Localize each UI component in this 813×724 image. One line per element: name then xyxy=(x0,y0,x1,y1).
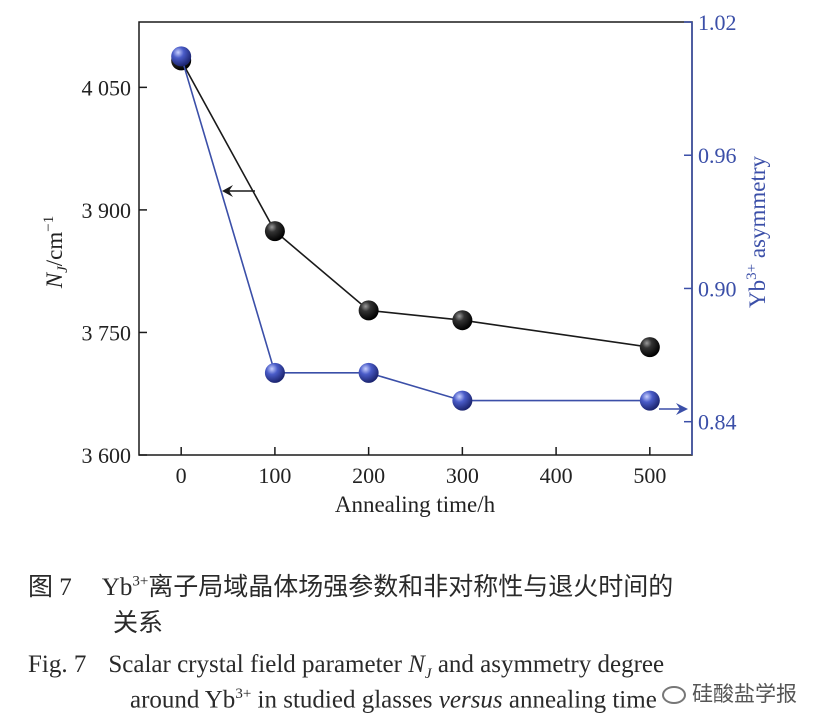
x-tick-label: 500 xyxy=(633,463,666,488)
right-tick-label: 0.90 xyxy=(698,276,737,301)
x-axis-label: Annealing time/h xyxy=(335,492,496,517)
watermark-text: 硅酸盐学报 xyxy=(692,682,797,706)
left-tick-label: 3 600 xyxy=(82,443,132,468)
asymmetry-data-point xyxy=(264,362,285,383)
caption-en-line2: around Yb3+ in studied glasses versus an… xyxy=(130,686,657,714)
caption-cn-line1: 图 7 Yb3+离子局域晶体场强参数和非对称性与退火时间的 xyxy=(28,567,673,603)
caption-en-nj-sub: J xyxy=(424,666,432,682)
chart: 0 100 200 300 400 500 3 600 3 750 3 900 4 050 0.… xyxy=(41,10,770,517)
series-group xyxy=(171,46,660,411)
caption-en-versus: versus xyxy=(438,686,503,714)
x-tick-label: 300 xyxy=(446,463,479,488)
plot-frame xyxy=(138,21,693,456)
caption-en-text-c: around Yb xyxy=(130,686,236,714)
nj-data-point xyxy=(452,310,473,331)
x-tick-label: 400 xyxy=(540,463,573,488)
left-tick-label: 3 900 xyxy=(82,198,132,223)
right-pointing-arrow xyxy=(659,403,688,415)
asymmetry-data-point xyxy=(639,390,660,411)
right-axis-ticks: 0.84 0.90 0.96 1.02 xyxy=(684,10,737,435)
caption-cn-text: 离子局域晶体场强参数和非对称性与退火时间的 xyxy=(148,574,674,601)
caption-en-text-a: Scalar crystal field parameter xyxy=(108,651,409,678)
caption-en-label: Fig. 7 xyxy=(28,651,87,678)
caption-cn-sup: 3+ xyxy=(132,573,149,590)
caption-en-text-e: annealing time xyxy=(502,686,657,714)
nj-data-point xyxy=(639,337,660,358)
x-tick-label: 0 xyxy=(176,463,187,488)
caption-en-text-d: in studied glasses xyxy=(251,686,439,714)
x-tick-label: 200 xyxy=(352,463,385,488)
right-tick-label: 0.96 xyxy=(698,143,737,168)
left-axis-ticks: 3 600 3 750 3 900 4 050 xyxy=(82,75,147,468)
caption-en-text-b: and asymmetry degree xyxy=(431,651,665,678)
x-axis-ticks: 0 100 200 300 400 500 xyxy=(176,447,666,488)
watermark: 硅酸盐学报 xyxy=(658,678,801,708)
nj-data-point xyxy=(264,221,285,242)
right-tick-label: 0.84 xyxy=(698,410,737,435)
left-pointing-arrow xyxy=(222,185,255,197)
caption-cn-text-2: 关系 xyxy=(113,610,164,637)
caption-en-line1: Fig. 7 Scalar crystal field parameter NJ … xyxy=(28,651,664,683)
asymmetry-data-point xyxy=(358,362,379,383)
right-axis-label: Yb3+ asymmetry xyxy=(744,155,770,308)
asymmetry-series-line xyxy=(180,56,650,402)
nj-series-line xyxy=(180,60,650,348)
nj-data-point xyxy=(358,300,379,321)
right-tick-label: 1.02 xyxy=(698,10,737,35)
left-tick-label: 3 750 xyxy=(82,320,132,345)
x-tick-label: 100 xyxy=(258,463,291,488)
asymmetry-data-point xyxy=(171,46,192,67)
caption-cn-label: 图 7 xyxy=(28,574,72,601)
caption-en-sup: 3+ xyxy=(235,686,252,702)
wechat-icon xyxy=(662,686,686,704)
left-axis-label: NJ/cm−1 xyxy=(41,216,71,289)
caption-cn-line2: 关系 xyxy=(113,603,163,639)
left-tick-label: 4 050 xyxy=(82,75,132,100)
caption-en-nj: N xyxy=(408,651,425,678)
caption-cn-prefix: Yb xyxy=(101,574,133,601)
asymmetry-data-point xyxy=(452,390,473,411)
